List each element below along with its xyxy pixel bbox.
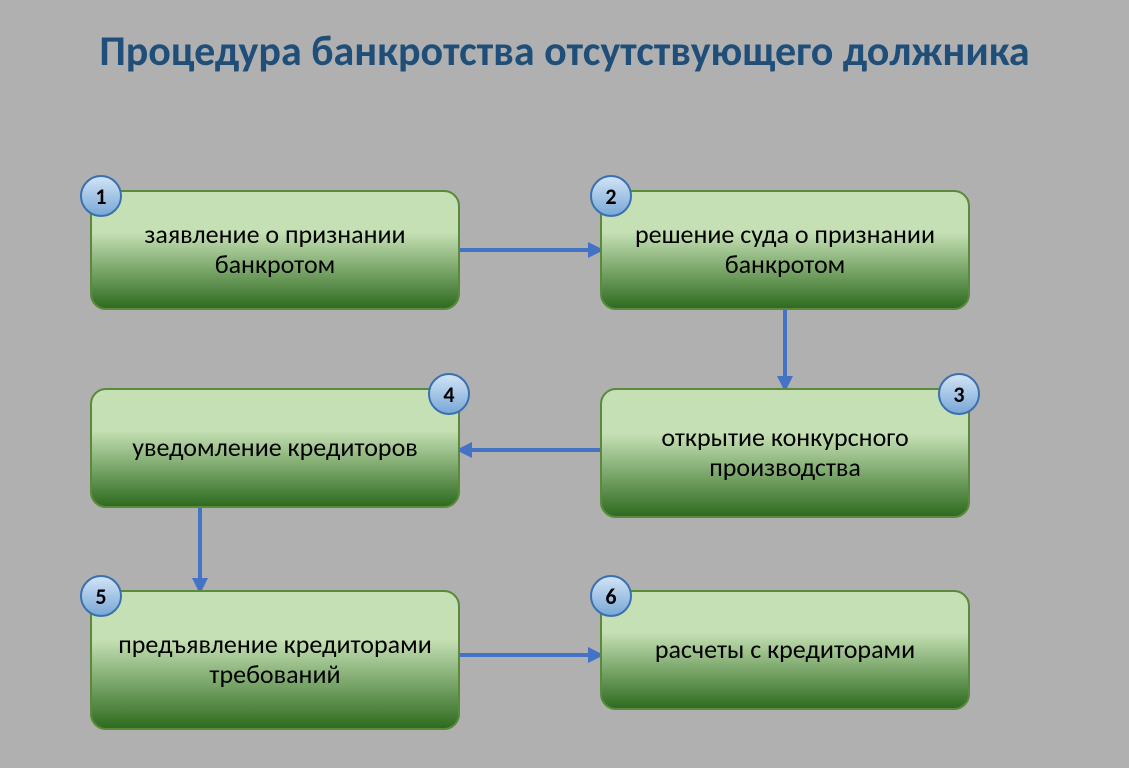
node-label: предъявление кредиторами требований — [112, 630, 438, 690]
node-label: уведомление кредиторов — [132, 433, 418, 463]
node-badge-2: 2 — [590, 175, 632, 217]
node-badge-6: 6 — [590, 575, 632, 617]
diagram-canvas: заявление о признании банкротом1 решение … — [0, 0, 1129, 768]
flow-node-n2: решение суда о признании банкротом — [600, 190, 970, 310]
node-badge-4: 4 — [428, 373, 470, 415]
flow-node-n4: уведомление кредиторов — [90, 388, 460, 508]
node-label: заявление о признании банкротом — [112, 220, 438, 280]
flow-node-n5: предъявление кредиторами требований — [90, 590, 460, 730]
flow-node-n6: расчеты с кредиторами — [600, 590, 970, 710]
node-label: решение суда о признании банкротом — [622, 220, 948, 280]
badge-number: 2 — [605, 183, 616, 210]
node-badge-3: 3 — [938, 373, 980, 415]
node-badge-5: 5 — [80, 575, 122, 617]
node-label: расчеты с кредиторами — [655, 635, 915, 665]
badge-number: 3 — [953, 381, 964, 408]
badge-number: 4 — [443, 381, 454, 408]
badge-number: 6 — [605, 583, 616, 610]
flow-node-n1: заявление о признании банкротом — [90, 190, 460, 310]
node-label: открытие конкурсного производства — [622, 423, 948, 483]
badge-number: 1 — [95, 183, 106, 210]
badge-number: 5 — [95, 583, 106, 610]
node-badge-1: 1 — [80, 175, 122, 217]
flow-node-n3: открытие конкурсного производства — [600, 388, 970, 518]
